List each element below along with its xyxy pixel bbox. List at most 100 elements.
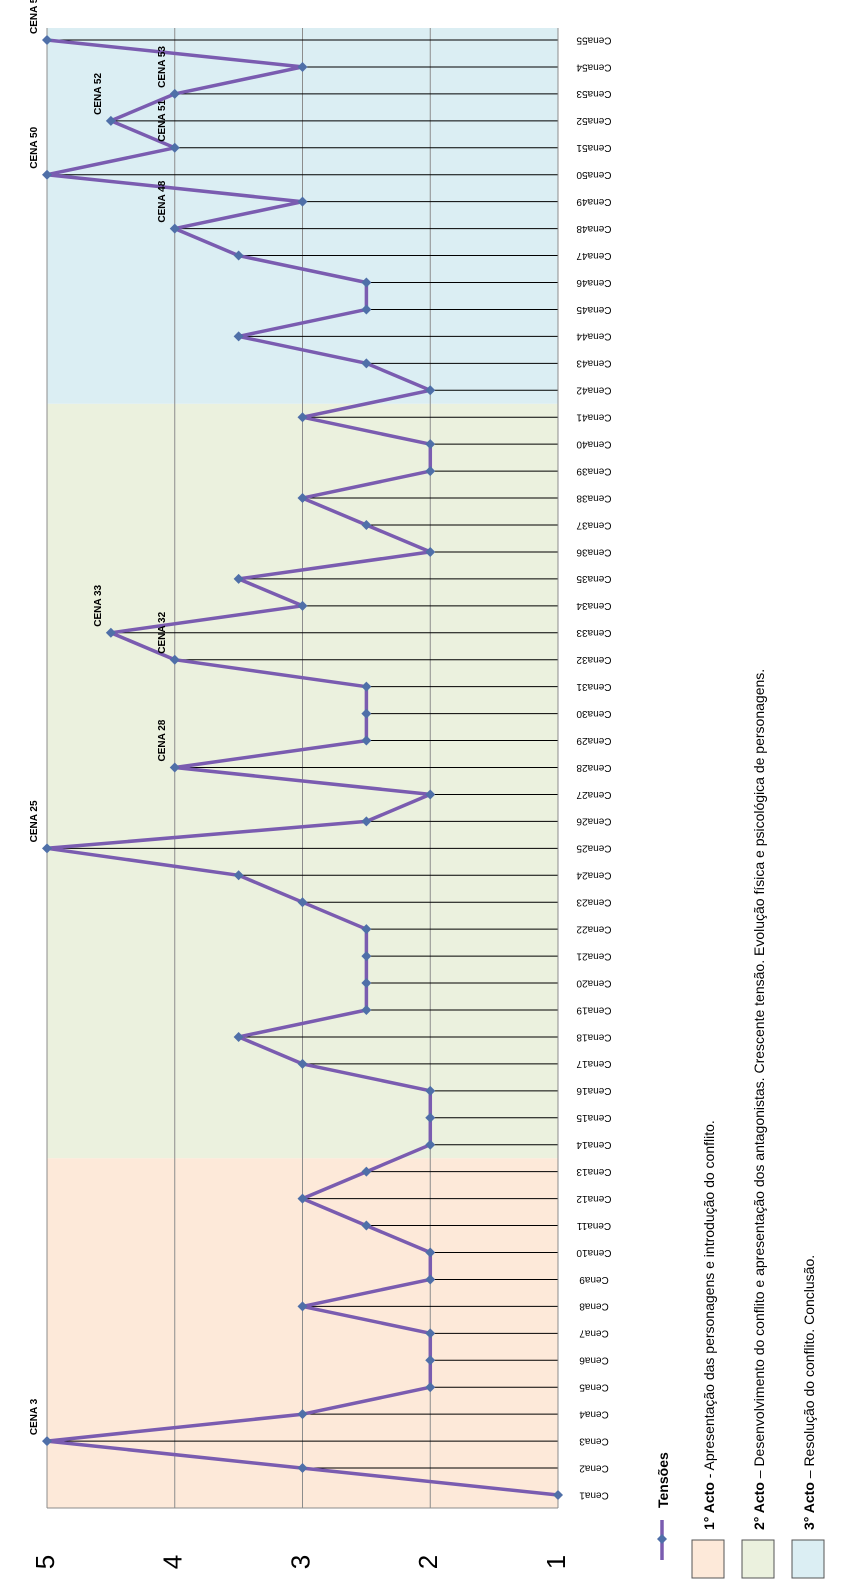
- data-point: [361, 304, 372, 315]
- category-label: Cena6: [579, 1355, 609, 1366]
- data-point: [42, 1436, 52, 1447]
- category-label: Cena40: [576, 439, 611, 450]
- category-label: Cena41: [576, 412, 611, 423]
- chart-axes: Cena1 Cena2 Cena3 Cena4 Cena5 Cena6 Cena7 Cena8…: [46, 28, 612, 1509]
- data-point: [425, 1328, 436, 1339]
- series-tensoes: [42, 35, 563, 1500]
- annotation-label: CENA 48: [157, 180, 168, 222]
- category-label: Cena17: [576, 1058, 611, 1069]
- category-label: Cena11: [576, 1220, 611, 1231]
- data-point: [297, 493, 308, 504]
- legend-act-description: – Desenvolvimento do conflito e apresent…: [751, 669, 767, 1482]
- data-point: [297, 412, 308, 423]
- legend-series-label: Tensões: [655, 1452, 671, 1508]
- legend-series-marker: [657, 1534, 667, 1544]
- category-label: Cena22: [576, 924, 611, 935]
- annotation-label: CENA 51: [157, 99, 168, 141]
- data-point: [553, 1490, 563, 1500]
- category-label: Cena32: [576, 654, 611, 665]
- data-point: [297, 61, 308, 72]
- category-label: Cena19: [576, 1004, 611, 1015]
- data-point: [361, 1005, 372, 1015]
- category-label: Cena13: [576, 1166, 611, 1177]
- category-label: Cena50: [576, 169, 611, 180]
- chart-legend: Tensões 1° Acto - Apresentação das person…: [655, 669, 825, 1579]
- category-label: Cena42: [576, 385, 611, 396]
- annotation-label: CENA 25: [29, 800, 40, 842]
- legend-swatch-act-2: [741, 1539, 775, 1579]
- annotation-label: CENA 28: [157, 719, 168, 761]
- data-point: [425, 1355, 436, 1366]
- category-label: Cena10: [576, 1247, 611, 1258]
- data-point: [233, 250, 244, 261]
- data-point: [361, 277, 372, 288]
- data-point: [297, 1193, 308, 1204]
- legend-swatch-act-3: [791, 1539, 825, 1579]
- annotation-label: CENA 53: [157, 46, 168, 88]
- category-label: Cena47: [576, 250, 611, 261]
- value-axis-ticks: 1 2 3 4 5: [30, 1555, 571, 1569]
- data-point: [425, 546, 436, 557]
- data-point: [425, 1139, 436, 1150]
- legend-label-act-2: 2° Acto – Desenvolvimento do conflito e …: [751, 669, 767, 1530]
- data-point: [42, 843, 52, 854]
- data-point: [361, 708, 372, 719]
- category-label: Cena21: [576, 950, 611, 961]
- category-label: Cena36: [576, 546, 611, 557]
- data-point: [425, 439, 436, 450]
- data-point: [297, 600, 308, 611]
- data-point: [233, 573, 244, 584]
- legend-label-act-3: 3° Acto – Resolução do conflito. Conclus…: [801, 1255, 817, 1530]
- category-label: Cena35: [576, 573, 611, 584]
- drop-lines: [47, 39, 558, 1469]
- category-label: Cena28: [576, 762, 611, 773]
- data-point: [169, 88, 180, 99]
- data-point: [425, 1085, 436, 1096]
- category-label: Cena53: [576, 88, 611, 99]
- data-point: [361, 924, 372, 935]
- category-label: Cena16: [576, 1085, 611, 1096]
- data-point: [425, 1382, 436, 1393]
- legend-act-title: 2° Acto: [751, 1482, 767, 1530]
- category-label: Cena25: [576, 843, 611, 854]
- annotation-label: CENA 50: [29, 126, 40, 168]
- data-point: [42, 169, 52, 180]
- data-point: [425, 466, 436, 477]
- category-label: Cena48: [576, 223, 611, 234]
- data-point: [297, 1409, 308, 1420]
- data-point: [233, 870, 244, 881]
- category-label: Cena34: [576, 600, 611, 611]
- scene-annotations: CENA 3 CENA 25 CENA 28 CENA 32 CENA 33 CENA 4…: [29, 0, 168, 1435]
- data-point: [361, 978, 372, 989]
- legend-act-description: – Resolução do conflito. Conclusão.: [801, 1255, 817, 1482]
- data-point: [233, 331, 244, 342]
- category-label: Cena12: [576, 1193, 611, 1204]
- category-label: Cena43: [576, 358, 611, 369]
- category-label: Cena7: [579, 1328, 609, 1339]
- data-point: [297, 196, 308, 207]
- legend-act-description: - Apresentação das personagens e introdu…: [701, 1120, 717, 1482]
- data-point: [169, 142, 180, 153]
- data-point: [361, 520, 372, 530]
- data-point: [42, 35, 52, 45]
- category-label: Cena37: [576, 519, 611, 530]
- annotation-label: CENA 52: [93, 73, 104, 115]
- legend-act-title: 1° Acto: [701, 1482, 717, 1530]
- category-label: Cena9: [579, 1274, 609, 1285]
- data-point: [361, 681, 372, 692]
- value-tick-label: 1: [541, 1555, 571, 1569]
- data-point: [297, 1463, 308, 1474]
- category-label: Cena33: [576, 627, 611, 638]
- legend-act-title: 3° Acto: [801, 1482, 817, 1530]
- data-point: [425, 789, 436, 800]
- category-label: Cena14: [576, 1139, 611, 1150]
- data-point: [169, 223, 180, 234]
- category-label: Cena54: [576, 61, 611, 72]
- category-label: Cena44: [576, 331, 611, 342]
- data-point: [169, 654, 180, 665]
- data-point: [425, 1274, 436, 1285]
- annotation-label: CENA 55: [29, 0, 40, 34]
- data-point: [233, 1031, 244, 1042]
- category-label: Cena20: [576, 977, 611, 988]
- category-label: Cena38: [576, 492, 611, 503]
